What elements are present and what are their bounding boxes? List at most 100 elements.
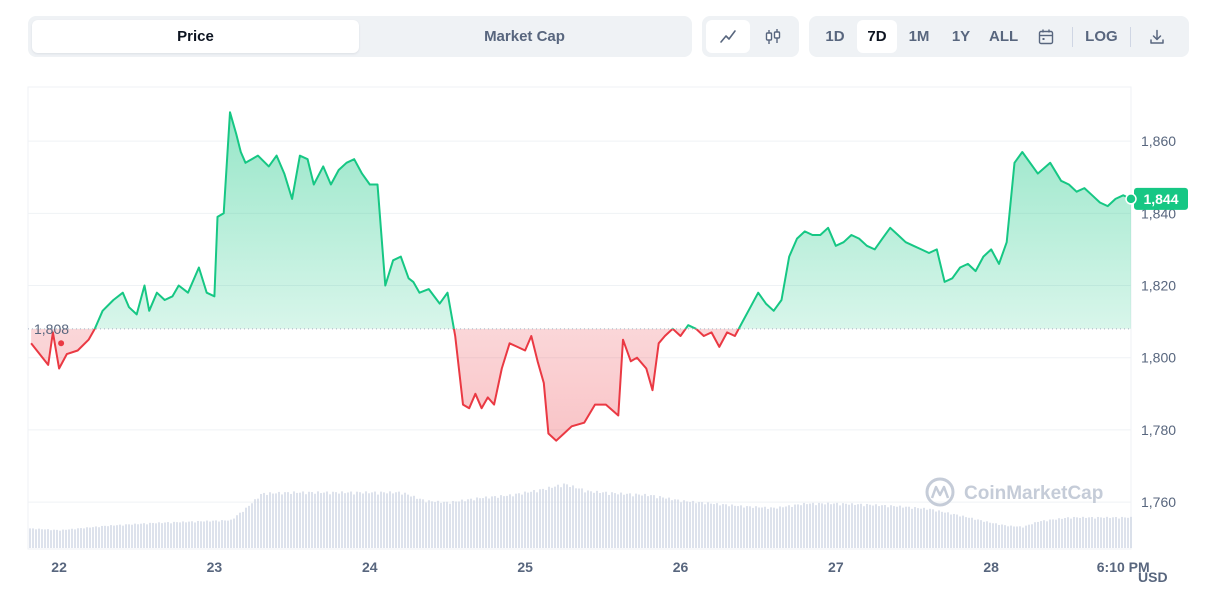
volume-bar	[821, 503, 823, 548]
volume-bar	[233, 518, 235, 548]
volume-bar	[35, 529, 37, 548]
volume-bar	[278, 491, 280, 548]
volume-bar	[809, 503, 811, 548]
volume-bar	[134, 523, 136, 548]
volume-bar	[332, 491, 334, 548]
volume-bar	[668, 497, 670, 548]
volume-bar	[1124, 517, 1126, 548]
toolbar-divider	[1072, 26, 1074, 47]
volume-bar	[338, 493, 340, 548]
y-tick-label: 1,800	[1141, 350, 1176, 366]
price-line-below-baseline	[30, 328, 740, 442]
volume-bar	[875, 504, 877, 548]
y-tick-label: 1,780	[1141, 422, 1176, 438]
price-tab[interactable]: Price	[32, 20, 359, 53]
volume-bar	[770, 507, 772, 548]
x-tick-label: 24	[362, 559, 378, 575]
volume-bar	[98, 527, 100, 548]
market-cap-tab[interactable]: Market Cap	[484, 28, 565, 45]
range-1y-button[interactable]: 1Y	[951, 28, 971, 45]
volume-bar	[1088, 517, 1090, 548]
volume-bar	[569, 487, 571, 548]
volume-bar	[491, 496, 493, 548]
volume-bar	[470, 498, 472, 548]
range-all-button[interactable]: ALL	[989, 28, 1019, 45]
baseline-label: 1,808	[34, 321, 69, 337]
volume-bar	[926, 509, 928, 548]
volume-bar	[845, 503, 847, 548]
price-area-below-baseline	[31, 328, 739, 441]
volume-bar	[509, 494, 511, 548]
volume-bar	[662, 497, 664, 548]
volume-bar	[521, 494, 523, 548]
download-button[interactable]	[1137, 20, 1177, 53]
candlestick-button[interactable]	[752, 20, 796, 53]
volume-bar	[461, 499, 463, 548]
volume-bar	[458, 501, 460, 548]
x-tick-label: 27	[828, 559, 844, 575]
volume-bar	[281, 494, 283, 548]
volume-bar	[515, 493, 517, 548]
volume-bar	[1013, 526, 1015, 548]
date-picker-button[interactable]	[1026, 20, 1066, 53]
volume-bar	[953, 513, 955, 548]
volume-bar	[395, 492, 397, 548]
range-7d-button[interactable]: 7D	[857, 20, 897, 53]
volume-bar	[776, 508, 778, 548]
x-tick-label: 6:10 PM	[1097, 559, 1150, 575]
volume-bar	[902, 507, 904, 548]
volume-bar	[131, 524, 133, 548]
volume-bar	[107, 526, 109, 548]
volume-bar	[215, 520, 217, 548]
volume-bar	[971, 517, 973, 548]
volume-bar	[1049, 519, 1051, 548]
volume-bar	[950, 514, 952, 548]
volume-bar	[692, 500, 694, 548]
volume-bar	[851, 503, 853, 548]
volume-bar	[746, 506, 748, 548]
volume-bar	[425, 502, 427, 548]
volume-bar	[866, 503, 868, 548]
volume-bar	[854, 504, 856, 548]
volume-bar	[68, 529, 70, 548]
line-chart-button[interactable]	[706, 20, 750, 53]
volume-bar	[1007, 526, 1009, 548]
current-price-tag: 1,844	[1134, 187, 1188, 210]
range-1d-button[interactable]: 1D	[825, 28, 845, 45]
volume-bar	[1082, 516, 1084, 548]
volume-bar	[593, 492, 595, 548]
volume-bar	[656, 498, 658, 548]
volume-bar	[914, 507, 916, 548]
volume-bar	[761, 507, 763, 548]
volume-bar	[41, 529, 43, 548]
volume-bar	[794, 504, 796, 548]
volume-bar	[755, 506, 757, 548]
volume-bar	[767, 508, 769, 548]
volume-bar	[32, 528, 34, 548]
volume-bar	[89, 527, 91, 548]
volume-bar	[959, 516, 961, 548]
volume-bar	[320, 493, 322, 548]
volume-bar	[410, 496, 412, 548]
volume-bar	[869, 504, 871, 548]
volume-bar	[116, 525, 118, 548]
volume-bar	[812, 502, 814, 548]
range-1m-button[interactable]: 1M	[908, 28, 930, 45]
volume-bar	[599, 493, 601, 548]
volume-bar	[644, 493, 646, 548]
volume-bar	[464, 501, 466, 548]
volume-bar	[635, 493, 637, 548]
volume-bar	[989, 522, 991, 548]
volume-bar	[1103, 517, 1105, 548]
volume-bar	[650, 495, 652, 548]
x-axis: 22 23 24 25 26 27 28 6:10 PM	[51, 559, 1149, 575]
volume-bar	[1109, 518, 1111, 548]
volume-bar	[389, 491, 391, 548]
log-scale-button[interactable]: LOG	[1085, 28, 1118, 45]
volume-bar	[449, 503, 451, 548]
volume-bar	[374, 491, 376, 548]
volume-bar	[62, 529, 64, 548]
volume-bar	[857, 504, 859, 548]
volume-bar	[806, 504, 808, 548]
